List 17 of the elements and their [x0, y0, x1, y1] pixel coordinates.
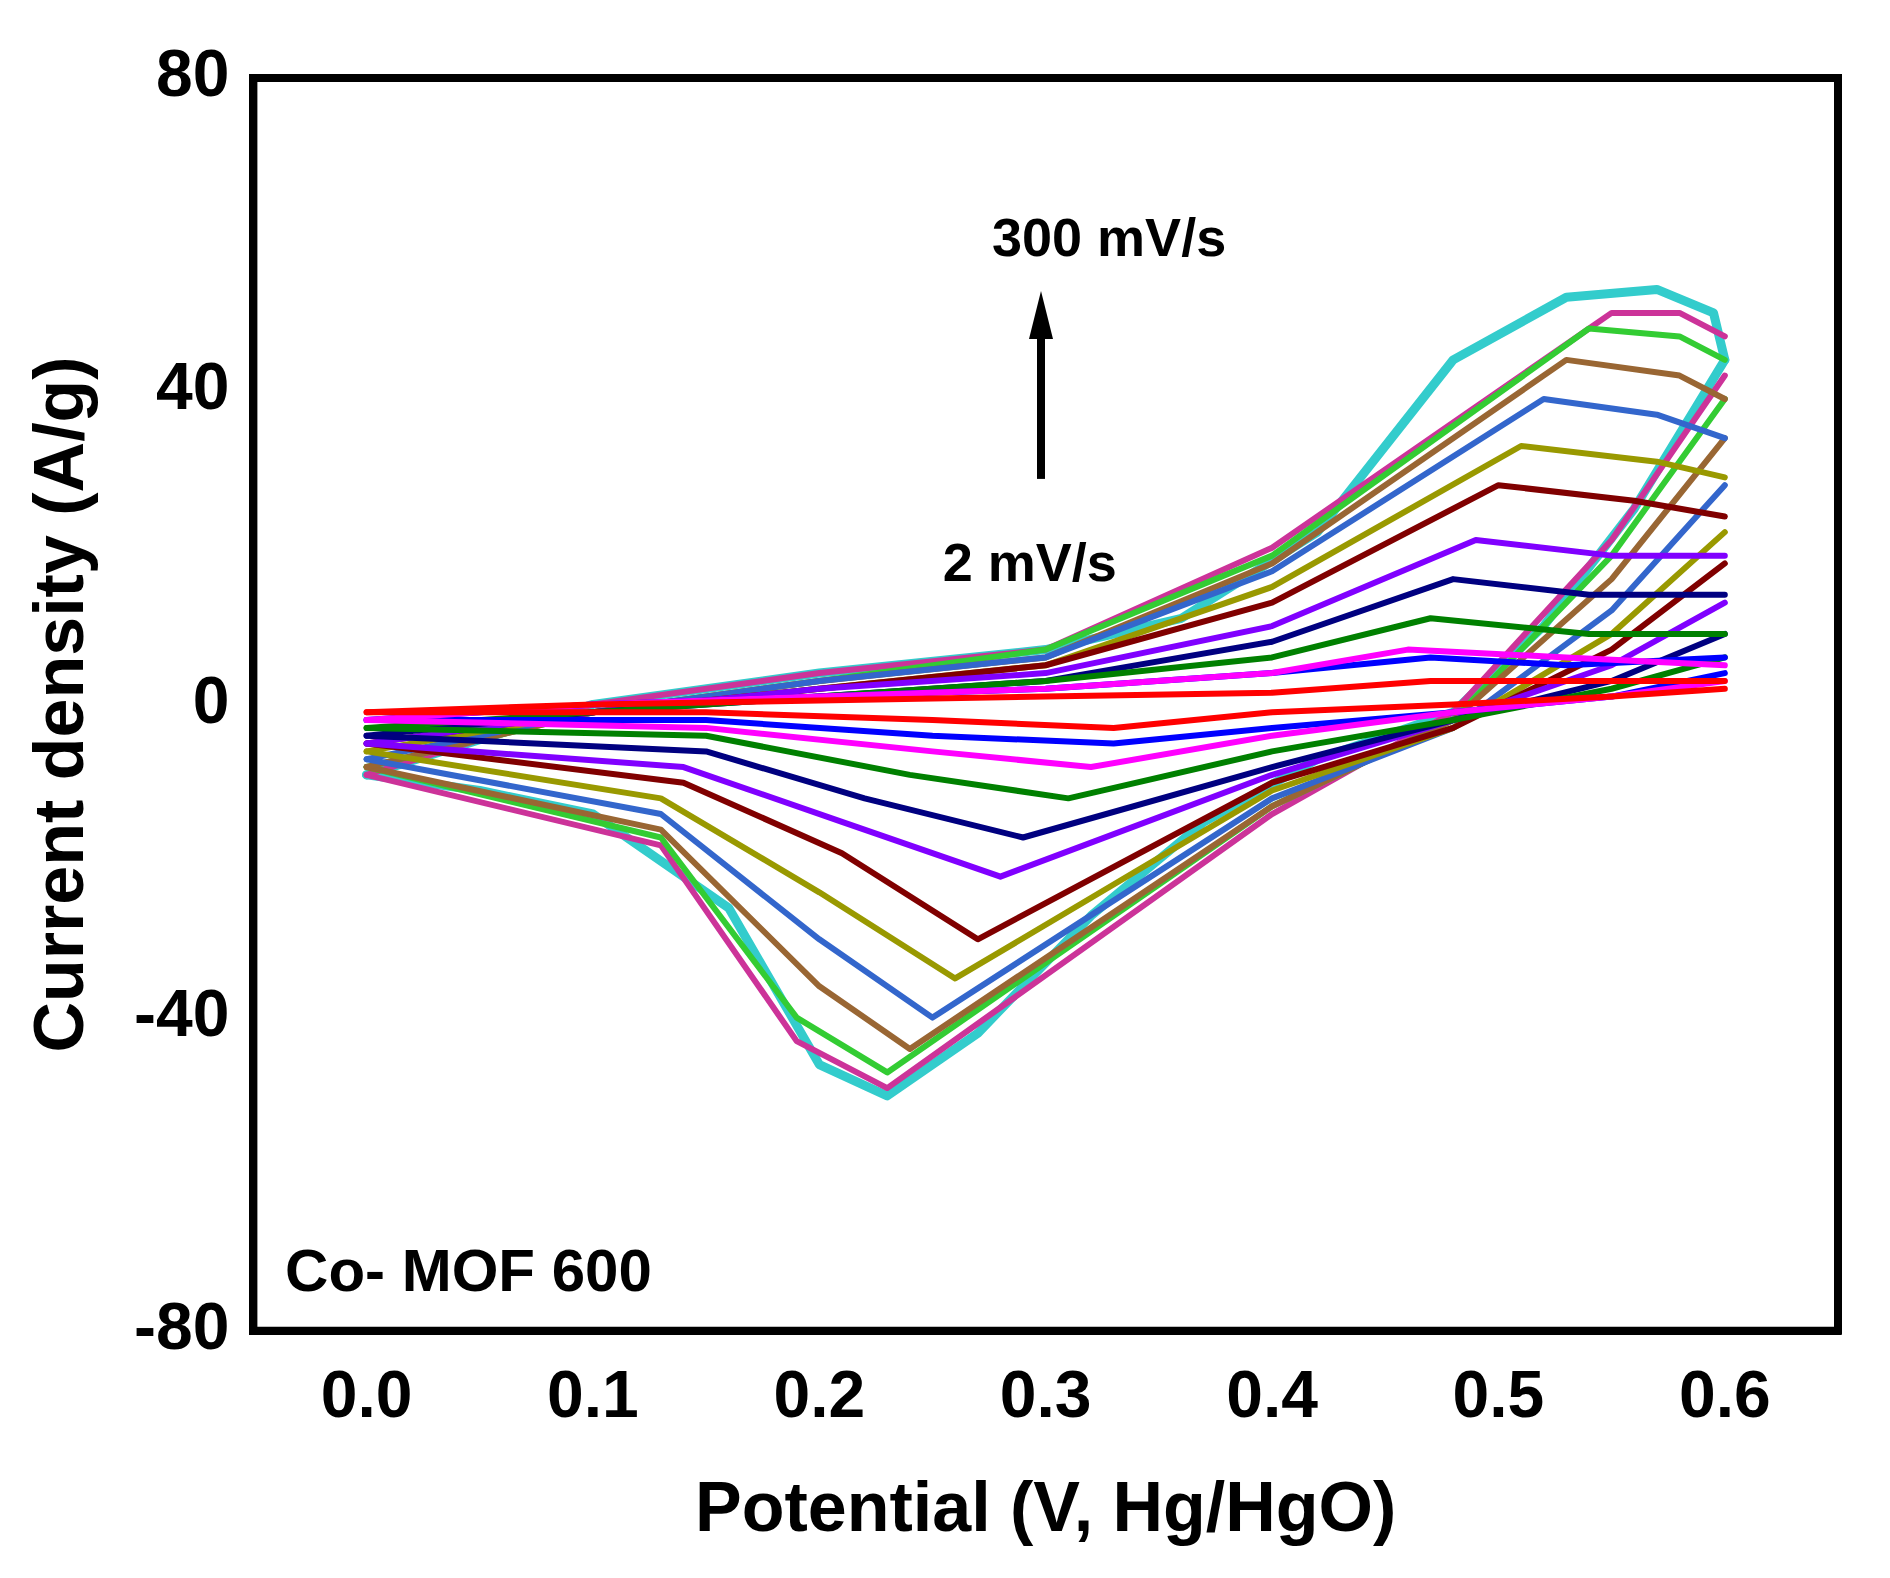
- y-tick-label: 0: [192, 662, 230, 737]
- y-tick-label: 40: [155, 349, 230, 424]
- x-tick-label: 0.4: [1226, 1356, 1319, 1431]
- x-tick-label: 0.0: [320, 1356, 413, 1431]
- x-tick-label: 0.3: [999, 1356, 1092, 1431]
- y-axis-title: Current density (A/g): [20, 356, 99, 1053]
- annotation: 2 mV/s: [942, 532, 1117, 593]
- x-tick-label: 0.6: [1678, 1356, 1771, 1431]
- y-tick-label: -40: [134, 975, 230, 1050]
- x-axis-title: Potential (V, Hg/HgO): [695, 1468, 1397, 1547]
- y-tick-label: -80: [134, 1289, 230, 1363]
- annotation: Co- MOF 600: [285, 1236, 652, 1304]
- y-tick-label: 80: [155, 36, 230, 111]
- x-tick-label: 0.2: [773, 1356, 866, 1431]
- x-tick-label: 0.1: [547, 1356, 639, 1431]
- x-tick-label: 0.5: [1452, 1356, 1545, 1431]
- annotation: 300 mV/s: [991, 206, 1227, 267]
